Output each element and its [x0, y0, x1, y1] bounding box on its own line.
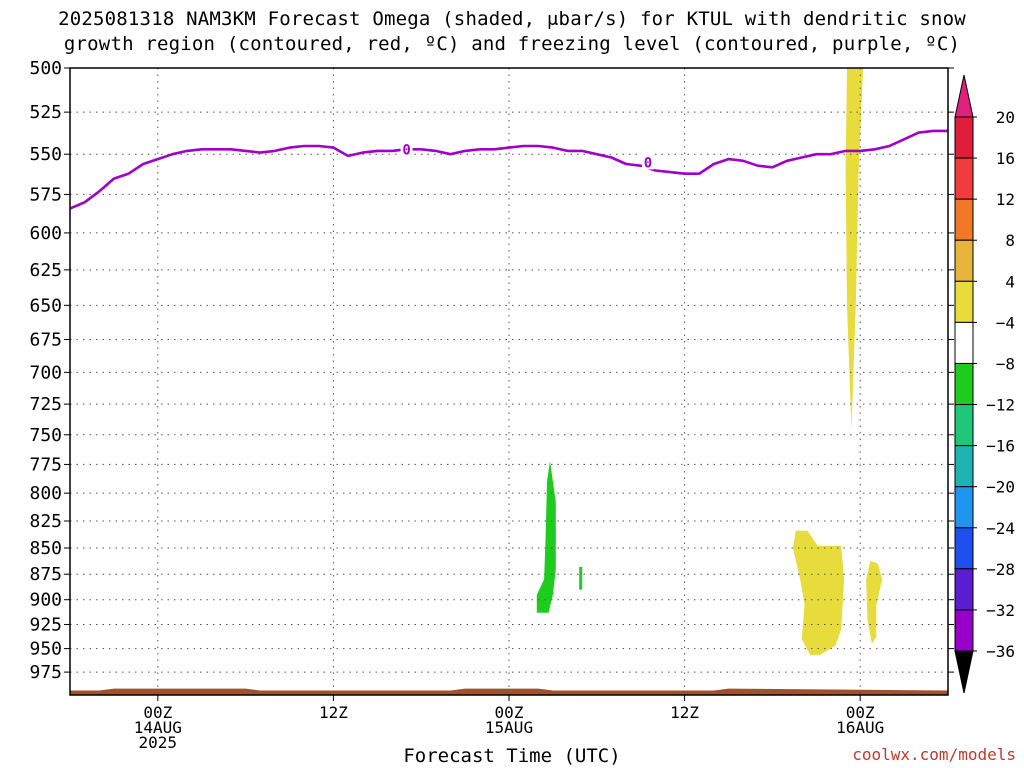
y-tick-label-525: 525 — [29, 102, 62, 123]
colorbar-swatch-9 — [954, 486, 974, 529]
omega-shaded-region-1 — [792, 530, 845, 656]
y-tick-label-625: 625 — [29, 260, 62, 281]
y-tick-label-925: 925 — [29, 614, 62, 635]
x-tick-label-6-2: 2025 — [139, 733, 178, 752]
x-tick-label-6-1: 14AUG — [134, 718, 182, 737]
colorbar-label-6: −8 — [996, 354, 1015, 373]
omega-shaded-region-4 — [579, 566, 583, 590]
colorbar-swatch-4 — [954, 280, 974, 323]
freezing-label-bg-0 — [400, 140, 413, 157]
colorbar-label-5: −4 — [996, 313, 1015, 332]
x-tick-label-6-0: 00Z — [143, 703, 172, 722]
colorbar-swatch-1 — [954, 157, 974, 200]
omega-shaded-region-3 — [536, 460, 556, 613]
colorbar-swatch-8 — [954, 445, 974, 488]
colorbar-label-3: 8 — [1005, 231, 1015, 250]
surface-terrain — [70, 688, 948, 695]
y-tick-label-500: 500 — [29, 58, 62, 79]
colorbar-swatch-2 — [954, 198, 974, 241]
y-tick-label-700: 700 — [29, 362, 62, 383]
colorbar-swatch-6 — [954, 362, 974, 406]
x-tick-label-42-0: 12Z — [670, 703, 699, 722]
x-tick-label-30-0: 00Z — [495, 703, 524, 722]
y-tick-label-825: 825 — [29, 511, 62, 532]
omega-shaded-region-2 — [866, 560, 883, 644]
y-tick-label-850: 850 — [29, 538, 62, 559]
chart-title-line-1: 2025081318 NAM3KM Forecast Omega (shaded… — [58, 8, 966, 30]
colorbar-label-8: −16 — [986, 437, 1015, 456]
y-tick-label-750: 750 — [29, 425, 62, 446]
y-tick-label-725: 725 — [29, 394, 62, 415]
chart-title-line-2: growth region (contoured, red, ºC) and f… — [63, 33, 961, 55]
colorbar-swatch-12 — [954, 609, 974, 652]
colorbar-label-9: −20 — [986, 478, 1015, 497]
freezing-level-label-1: 0 — [644, 155, 652, 171]
y-tick-label-900: 900 — [29, 590, 62, 611]
colorbar-label-11: −28 — [986, 560, 1015, 579]
y-tick-label-975: 975 — [29, 662, 62, 683]
y-tick-label-550: 550 — [29, 144, 62, 165]
y-tick-label-775: 775 — [29, 454, 62, 475]
y-tick-label-675: 675 — [29, 329, 62, 350]
y-tick-label-950: 950 — [29, 639, 62, 660]
y-tick-label-800: 800 — [29, 483, 62, 504]
x-tick-label-54-0: 00Z — [846, 703, 875, 722]
y-tick-label-650: 650 — [29, 295, 62, 316]
colorbar-label-4: 4 — [1005, 272, 1015, 291]
colorbar-label-7: −12 — [986, 396, 1015, 415]
y-tick-label-875: 875 — [29, 564, 62, 585]
freezing-level-line — [70, 129, 948, 210]
x-axis-label: Forecast Time (UTC) — [403, 745, 621, 767]
colorbar-label-12: −32 — [986, 601, 1015, 620]
colorbar-swatch-5 — [954, 321, 974, 364]
omega-shaded-region-0 — [845, 68, 864, 429]
colorbar-swatch-3 — [954, 239, 974, 282]
y-tick-label-600: 600 — [29, 223, 62, 244]
x-tick-label-18-0: 12Z — [319, 703, 348, 722]
colorbar-label-13: −36 — [986, 642, 1015, 661]
watermark: coolwx.com/models — [852, 745, 1016, 764]
colorbar-label-1: 16 — [996, 149, 1015, 168]
colorbar-swatch-11 — [954, 568, 974, 611]
colorbar-swatch-7 — [954, 404, 974, 447]
colorbar-swatch-10 — [954, 527, 974, 570]
colorbar-swatch-0 — [954, 116, 974, 159]
freezing-level-label-0: 0 — [402, 142, 410, 158]
x-tick-label-30-1: 15AUG — [485, 718, 533, 737]
colorbar-top-arrow — [954, 74, 974, 118]
y-tick-label-575: 575 — [29, 184, 62, 205]
colorbar-bottom-arrow — [954, 650, 974, 694]
colorbar-label-2: 12 — [996, 190, 1015, 209]
colorbar-label-0: 20 — [996, 108, 1015, 127]
colorbar-label-10: −24 — [986, 519, 1015, 538]
x-tick-label-54-1: 16AUG — [836, 718, 884, 737]
freezing-label-bg-1 — [642, 153, 655, 170]
